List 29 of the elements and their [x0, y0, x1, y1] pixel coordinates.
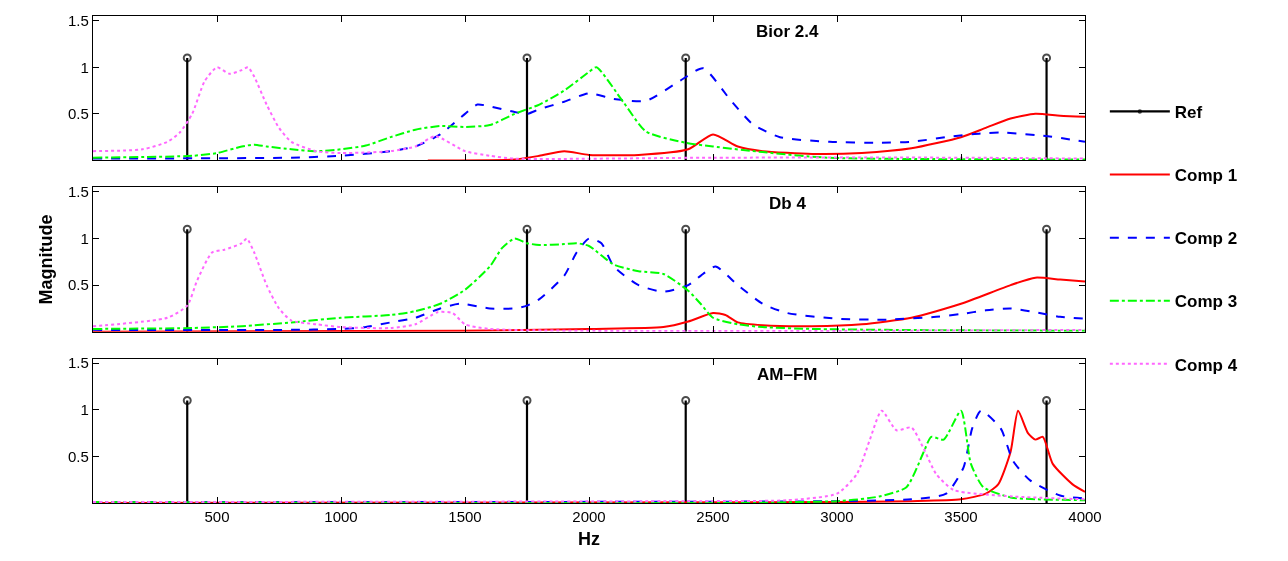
x-tick-label: 4000: [1068, 508, 1102, 526]
legend-label: Comp 3: [1174, 292, 1238, 312]
y-axis-title: Magnitude: [36, 214, 57, 305]
chart-title: Db 4: [769, 194, 807, 213]
legend-label: Ref: [1174, 103, 1203, 123]
x-axis-title: Hz: [578, 529, 600, 550]
y-tick-label: 1.5: [68, 11, 89, 29]
x-tick-label: 1000: [324, 508, 358, 526]
x-tick-label: 1500: [448, 508, 482, 526]
y-tick-label: 1: [80, 229, 89, 247]
y-tick-label: 1: [80, 58, 89, 76]
y-tick-label: 0.5: [68, 276, 89, 294]
line-series: [426, 112, 1085, 161]
y-tick-label: 1.5: [68, 183, 89, 201]
y-tick-label: 0.5: [68, 447, 89, 465]
line-series: [93, 409, 1085, 503]
y-tick-label: 1: [80, 401, 89, 419]
y-tick-label: 1.5: [68, 354, 89, 372]
chart-title: Bior 2.4: [756, 22, 819, 41]
x-tick-label: 2500: [696, 508, 730, 526]
x-tick-label: 2000: [572, 508, 606, 526]
chart-title: AM–FM: [757, 365, 818, 384]
x-tick-label: 3500: [944, 508, 978, 526]
x-tick-label: 3000: [820, 508, 854, 526]
legend-label: Comp 1: [1174, 166, 1238, 186]
legend-label: Comp 2: [1174, 229, 1238, 249]
legend-label: Comp 4: [1174, 355, 1238, 375]
y-tick-label: 0.5: [68, 105, 89, 123]
x-tick-label: 500: [204, 508, 230, 526]
